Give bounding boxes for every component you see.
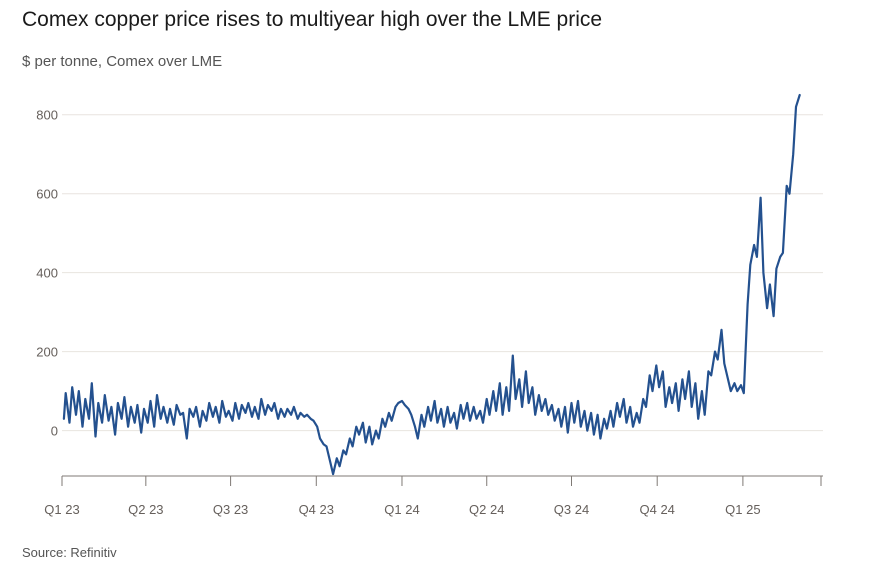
chart-title: Comex copper price rises to multiyear hi… [22,8,603,31]
x-tick-label: Q2 24 [469,502,504,517]
chart-subtitle: $ per tonne, Comex over LME [22,53,223,70]
series-line-0 [62,93,801,476]
x-tick-label: Q1 24 [384,502,419,517]
gridlines [62,114,823,432]
source-note: Source: Refinitiv [22,545,117,560]
y-axis-ticks: 0 200 400 600 800 [36,108,58,439]
x-tick-label: Q3 24 [554,502,589,517]
y-tick-label: 800 [36,108,58,123]
y-tick-label: 200 [36,345,58,360]
y-tick-label: 600 [36,187,58,202]
x-tick-label: Q1 25 [725,502,760,517]
x-tick-label: Q1 23 [44,502,79,517]
x-tick-label: Q3 23 [213,502,248,517]
x-tick-label: Q4 24 [639,502,674,517]
series-layer [62,93,801,476]
x-tick-label: Q4 23 [299,502,334,517]
y-tick-label: 0 [51,424,58,439]
x-axis: Q1 23 Q2 23 Q3 23 Q4 23 Q1 24 Q2 24 Q3 24 Q4 24… [44,475,823,517]
y-tick-label: 400 [36,266,58,281]
x-tick-label: Q2 23 [128,502,163,517]
